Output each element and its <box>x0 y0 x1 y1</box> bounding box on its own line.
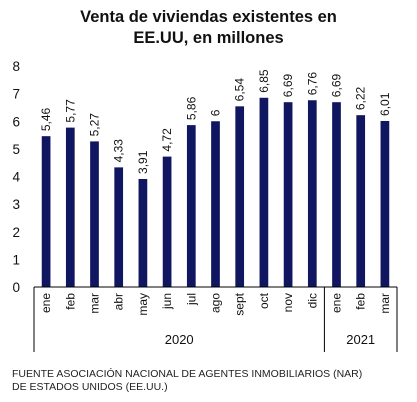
bar-value-label: 5,46 <box>39 107 53 131</box>
bar <box>138 178 148 287</box>
bar <box>235 106 245 288</box>
bar-value-label: 6,69 <box>281 74 295 98</box>
bar <box>259 97 269 287</box>
x-tick-label: oct <box>257 292 271 309</box>
x-tick-label: may <box>136 293 150 316</box>
bar-value-label: 4,33 <box>112 139 126 163</box>
bar <box>283 102 293 287</box>
bar-value-label: 6,85 <box>257 69 271 93</box>
bar-value-label: 6,22 <box>354 86 368 110</box>
x-tick-label: feb <box>354 293 368 310</box>
x-tick-label: ene <box>330 293 344 313</box>
bar <box>356 115 366 287</box>
y-tick-label: 7 <box>12 87 20 102</box>
x-tick-label: ago <box>209 293 223 313</box>
x-tick-label: sept <box>233 292 247 315</box>
x-tick-label: feb <box>63 293 77 310</box>
bar-value-label: 6,76 <box>305 72 319 96</box>
bar <box>65 127 75 287</box>
bar <box>307 100 317 287</box>
y-tick-label: 8 <box>12 59 20 74</box>
x-tick-label: mar <box>378 293 392 314</box>
bar-value-label: 5,86 <box>184 96 198 120</box>
bar-value-label: 6 <box>209 109 223 116</box>
x-tick-label: mar <box>88 293 102 314</box>
y-tick-label: 3 <box>12 197 20 212</box>
x-tick-label: nov <box>281 293 295 312</box>
x-tick-label: jun <box>160 293 174 310</box>
y-tick-label: 1 <box>12 252 20 267</box>
bar-value-label: 6,54 <box>233 78 247 102</box>
bar <box>186 125 196 288</box>
bar <box>380 120 390 287</box>
chart-title-line-2: EE.UU, en millones <box>133 29 284 47</box>
bar-value-label: 6,01 <box>378 92 392 116</box>
group-label: 2021 <box>346 332 375 347</box>
y-tick-label: 5 <box>12 142 20 157</box>
x-tick-label: jul <box>184 293 198 306</box>
bar-value-label: 5,77 <box>63 99 77 123</box>
x-tick-label: ene <box>39 293 53 313</box>
bar-value-label: 3,91 <box>136 150 150 174</box>
chart-title-line-1: Venta de viviendas existentes en <box>80 8 337 26</box>
y-tick-label: 0 <box>12 280 20 295</box>
y-tick-label: 4 <box>12 170 20 185</box>
bar-value-label: 6,69 <box>330 74 344 98</box>
bar-value-label: 4,72 <box>160 128 174 152</box>
bar <box>114 167 124 287</box>
source-note-line-2: DE ESTADOS UNIDOS (EE.UU.) <box>12 381 168 393</box>
bar <box>162 156 172 287</box>
bar <box>90 141 99 287</box>
x-tick-label: dic <box>305 293 319 308</box>
x-tick-label: abr <box>112 293 126 310</box>
bar-value-label: 5,27 <box>88 113 102 137</box>
source-note-line-1: FUENTE ASOCIACIÓN NACIONAL DE AGENTES IN… <box>12 368 363 380</box>
bar <box>332 102 341 287</box>
y-tick-label: 2 <box>12 225 20 240</box>
bar <box>211 121 220 287</box>
y-tick-label: 6 <box>12 114 20 129</box>
bar <box>41 136 51 287</box>
bar-chart: 0 1 2 3 4 5 6 7 8 5,46 ene 5,77 feb 5,27 mar 4,33 abr 3,9… <box>12 59 398 352</box>
group-label: 2020 <box>165 332 194 347</box>
